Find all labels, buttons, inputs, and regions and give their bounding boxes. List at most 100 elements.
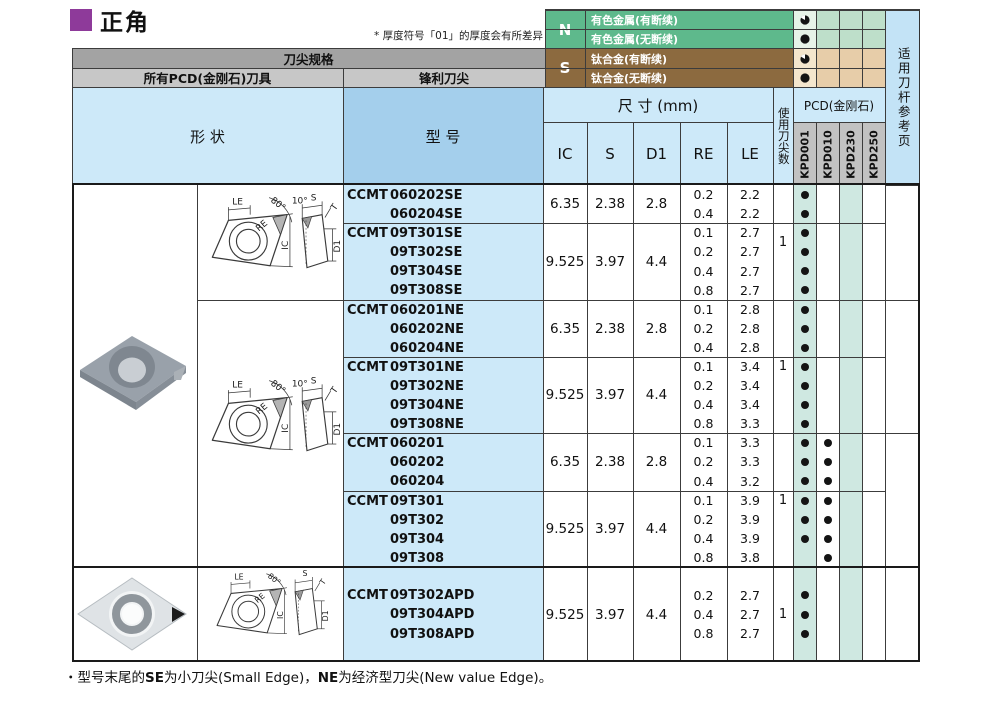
grid-line — [343, 491, 885, 492]
dim-value-ic: 9.525 — [545, 521, 585, 537]
grade-dot — [823, 553, 832, 562]
grade-dot — [800, 381, 809, 390]
workpiece-row: 有色金属(无断续) — [585, 29, 793, 49]
re-value: 0.1 — [693, 493, 714, 508]
model-number: 09T301 — [390, 493, 445, 509]
re-value: 0.4 — [693, 206, 714, 221]
toolholder-ref-bar: 适用刀杆参考页 — [885, 9, 920, 186]
model-number: 09T304NE — [390, 397, 464, 413]
model-prefix: CCMT — [347, 359, 388, 375]
model-number: 09T304APD — [390, 607, 475, 623]
le-value: 2.7 — [740, 587, 760, 603]
le-value: 3.9 — [740, 493, 760, 508]
le-value: 3.4 — [740, 378, 760, 393]
grid-line — [680, 185, 681, 662]
kpd230-column-tint — [839, 185, 862, 662]
model-number: 09T302NE — [390, 378, 464, 394]
model-number: 09T308SE — [390, 283, 463, 299]
footnote-part: 为经济型刀尖(New value Edge)。 — [338, 670, 553, 686]
partial-dot-icon — [799, 53, 810, 64]
re-value: 0.2 — [693, 244, 714, 260]
insert-photo-graphic — [77, 577, 187, 651]
dim-value-ic: 9.525 — [545, 253, 585, 270]
model-number: 09T308 — [390, 550, 445, 566]
dim-value-s: 2.38 — [594, 454, 626, 470]
grade-dot — [823, 458, 832, 466]
re-value: 0.8 — [693, 626, 714, 642]
re-value: 0.4 — [693, 473, 714, 489]
re-value: 0.2 — [693, 454, 714, 470]
svg-text:10°: 10° — [292, 379, 308, 389]
grid-line — [816, 9, 817, 87]
le-value: 2.8 — [740, 340, 760, 355]
model-prefix: CCMT — [347, 302, 388, 318]
pcd-header: PCD(金刚石) — [793, 87, 885, 123]
grade-cell-shaded — [862, 10, 885, 29]
model-number: 09T302APD — [390, 588, 475, 604]
insert-drawing-se: LE 80° 10° S RE IC T D1 — [200, 191, 343, 297]
le-value: 3.2 — [740, 473, 760, 489]
grid-line — [862, 185, 863, 662]
workpiece-row: 钛合金(有断续) — [585, 49, 793, 68]
model-number: 060204 — [390, 474, 445, 490]
svg-text:S: S — [303, 569, 308, 578]
grid-line — [816, 185, 817, 662]
dim-value-d1: 2.8 — [645, 320, 668, 337]
grade-dot — [800, 458, 809, 466]
spec-subheader-left: 所有PCD(金刚石)刀具 — [72, 68, 343, 87]
grade-dot — [800, 400, 809, 409]
le-value: 2.2 — [740, 206, 760, 221]
suitability-mark — [793, 10, 816, 29]
dim-value-d1: 4.4 — [645, 521, 668, 537]
re-value: 0.1 — [693, 225, 714, 241]
grid-line — [72, 660, 920, 662]
grade-dot — [800, 286, 809, 295]
grade-cell-shaded — [862, 68, 885, 87]
grade-dot — [823, 534, 832, 543]
grid-line — [72, 183, 920, 185]
grade-dot — [800, 419, 809, 428]
usage-count-value: 1 — [778, 359, 788, 374]
svg-text:S: S — [311, 193, 317, 203]
grade-dot — [800, 534, 809, 543]
re-value: 0.8 — [693, 282, 714, 298]
usage-count-value: 1 — [778, 492, 788, 508]
model-number: 09T304 — [390, 531, 445, 547]
re-value: 0.8 — [693, 550, 714, 565]
shape-column-header: 形 状 — [72, 87, 343, 185]
re-value: 0.4 — [693, 606, 714, 622]
le-value: 3.3 — [740, 454, 760, 470]
model-number: 09T304SE — [390, 264, 463, 279]
le-value: 2.8 — [740, 321, 760, 336]
le-value: 3.8 — [740, 550, 760, 565]
le-value: 3.4 — [740, 397, 760, 412]
dim-value-ic: 6.35 — [549, 196, 581, 212]
le-value: 2.8 — [740, 302, 760, 317]
re-value: 0.4 — [693, 263, 714, 279]
grade-dot — [800, 591, 809, 600]
suitability-mark — [793, 29, 816, 49]
model-number: 060202 — [390, 454, 445, 470]
dim-value-ic: 9.525 — [545, 606, 585, 623]
grade-dot — [823, 496, 832, 505]
model-prefix: CCMT — [347, 187, 388, 203]
grid-line — [72, 87, 886, 88]
svg-text:T: T — [329, 385, 341, 396]
grade-dot — [823, 515, 832, 524]
le-value: 2.7 — [740, 263, 760, 279]
suitability-mark — [793, 68, 816, 87]
grade-cell-shaded — [816, 68, 839, 87]
insert-drawing-ne: LE 80° 10° S RE IC T D1 — [200, 374, 343, 480]
dim-value-ic: 6.35 — [549, 454, 581, 470]
grade-col-header: KPD250 — [867, 129, 880, 179]
usage-count-value: 1 — [778, 607, 788, 622]
svg-text:IC: IC — [281, 424, 291, 433]
grid-line — [885, 185, 886, 662]
model-number: 060204SE — [390, 206, 463, 222]
re-value: 0.1 — [693, 435, 714, 451]
re-value: 0.4 — [693, 531, 714, 546]
le-value: 3.9 — [740, 531, 760, 546]
page-title: 正角 — [100, 10, 150, 36]
grid-line — [918, 185, 920, 662]
